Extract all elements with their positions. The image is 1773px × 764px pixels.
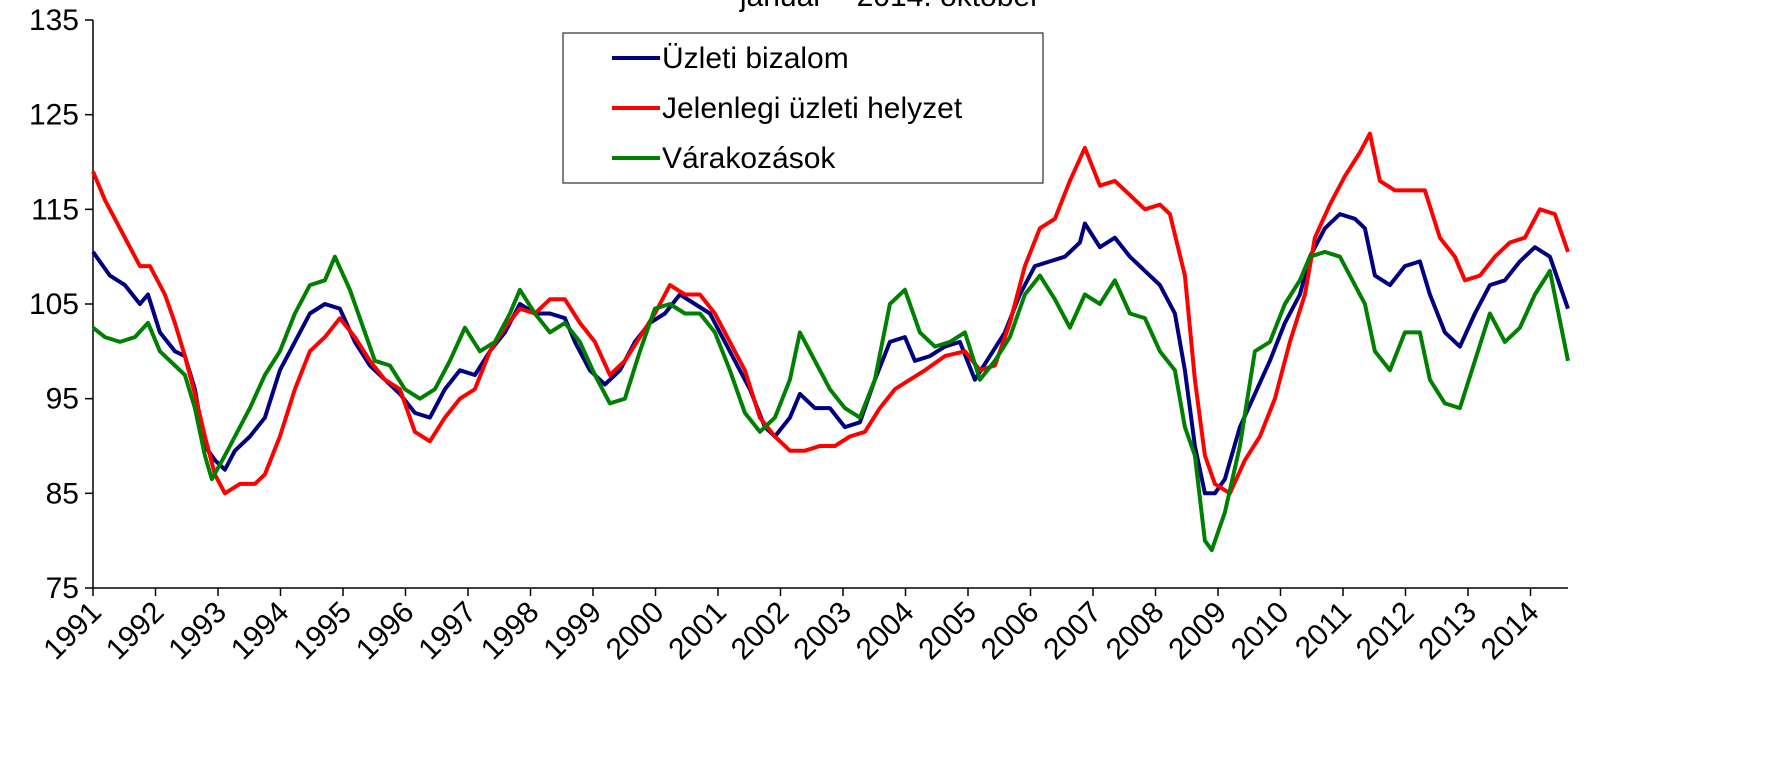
- legend-label: Várakozások: [662, 142, 836, 175]
- y-tick-label: 135: [29, 4, 79, 37]
- y-tick-label: 125: [29, 99, 79, 132]
- x-tick-label: 2000: [600, 596, 671, 667]
- y-tick-label: 85: [46, 477, 79, 510]
- x-tick-label: 2013: [1412, 596, 1483, 667]
- x-tick-label: 2010: [1225, 596, 1296, 667]
- legend-label: Üzleti bizalom: [662, 42, 849, 75]
- x-tick-label: 2003: [787, 596, 858, 667]
- x-tick-label: 2005: [912, 596, 983, 667]
- y-tick-label: 105: [29, 288, 79, 321]
- x-tick-label: 1993: [162, 596, 233, 667]
- y-tick-label: 95: [46, 383, 79, 416]
- x-tick-label: 2009: [1162, 596, 1233, 667]
- x-tick-label: 2004: [850, 596, 921, 667]
- series-line: [91, 131, 1570, 496]
- x-tick-label: 1996: [350, 596, 421, 667]
- x-tick-label: 2008: [1100, 596, 1171, 667]
- x-tick-label: 2007: [1037, 596, 1108, 667]
- x-tick-label: 2006: [975, 596, 1046, 667]
- x-tick-label: 1994: [225, 596, 296, 667]
- x-tick-label: 2014: [1475, 596, 1546, 667]
- y-tick-label: 75: [46, 572, 79, 605]
- x-tick-label: 1997: [412, 596, 483, 667]
- x-tick-label: 1999: [537, 596, 608, 667]
- x-tick-label: 1991: [37, 596, 108, 667]
- x-tick-label: 2001: [662, 596, 733, 667]
- x-tick-label: 2012: [1350, 596, 1421, 667]
- x-tick-label: 1995: [287, 596, 358, 667]
- x-tick-label: 1992: [100, 596, 171, 667]
- legend-label: Jelenlegi üzleti helyzet: [662, 92, 963, 125]
- y-tick-label: 115: [31, 193, 79, 226]
- x-tick-label: 1998: [475, 596, 546, 667]
- series-line: [91, 212, 1570, 496]
- x-tick-label: 2002: [725, 596, 796, 667]
- series-line: [91, 249, 1570, 553]
- x-tick-label: 2011: [1289, 596, 1358, 665]
- chart-title: január – 2014. október: [739, 0, 1040, 13]
